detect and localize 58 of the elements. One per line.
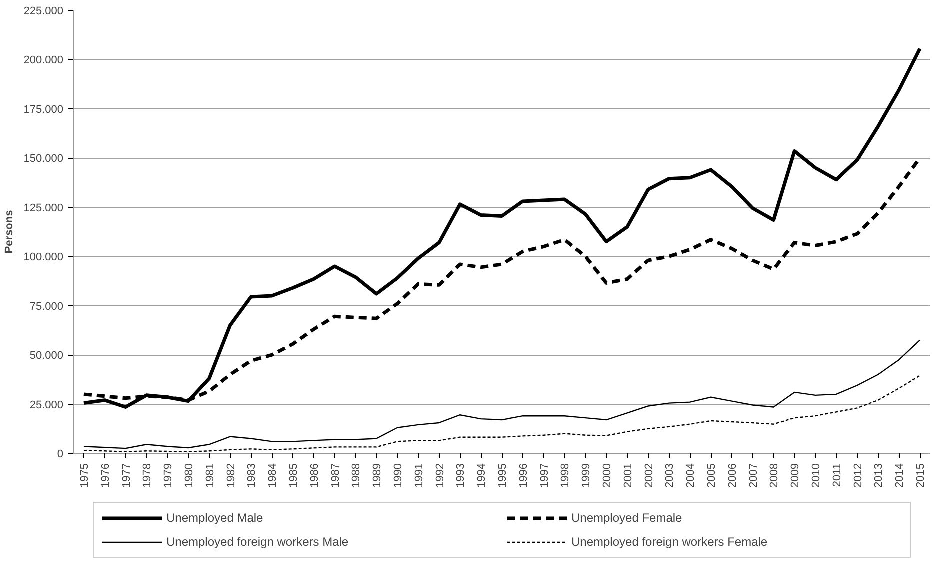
line-series bbox=[83, 340, 921, 450]
legend-label: Unemployed Male bbox=[166, 511, 264, 525]
legend-label: Unemployed foreign workers Male bbox=[166, 535, 350, 549]
x-tick-label: 1986 bbox=[308, 463, 321, 488]
y-tick-label: 150.000 bbox=[24, 153, 64, 166]
x-tick-label: 1987 bbox=[330, 463, 342, 488]
x-tick-label: 1976 bbox=[100, 463, 112, 488]
x-tick-label: 1979 bbox=[162, 463, 175, 488]
x-tick-label: 1998 bbox=[560, 463, 572, 488]
x-tick-label: 1999 bbox=[580, 463, 593, 488]
y-tick-label: 200.000 bbox=[24, 54, 64, 67]
x-tick-label: 2012 bbox=[852, 463, 864, 488]
x-tick-label: 2005 bbox=[706, 463, 718, 488]
x-tick-label: 1992 bbox=[434, 463, 446, 488]
x-tick-label: 1991 bbox=[413, 463, 426, 488]
x-tick-label: 1988 bbox=[350, 463, 363, 488]
y-tick-label: 75.000 bbox=[30, 300, 64, 313]
x-tick-label: 2003 bbox=[664, 463, 676, 488]
x-tick-label: 1990 bbox=[392, 463, 404, 488]
y-axis-title: Persons bbox=[4, 210, 16, 254]
x-tick-label: 2013 bbox=[873, 463, 886, 488]
y-tick-label: 125.000 bbox=[24, 202, 64, 214]
x-tick-label: 2015 bbox=[915, 463, 928, 488]
x-tick-label: 1982 bbox=[225, 463, 238, 488]
line-series bbox=[82, 47, 922, 409]
x-tick-label: 1975 bbox=[78, 463, 91, 488]
x-tick-label: 1993 bbox=[455, 463, 468, 488]
y-tick-label: 0 bbox=[57, 448, 64, 460]
y-tick-label: 100.000 bbox=[24, 252, 64, 264]
x-tick-label: 1983 bbox=[246, 463, 258, 488]
x-tick-label: 2008 bbox=[768, 463, 781, 488]
x-tick-label: 2002 bbox=[643, 463, 656, 488]
x-tick-label: 2009 bbox=[790, 463, 802, 488]
x-tick-label: 1977 bbox=[120, 463, 133, 488]
x-tick-label: 1994 bbox=[476, 463, 488, 488]
x-tick-label: 2006 bbox=[726, 463, 739, 488]
x-tick-label: 1996 bbox=[518, 463, 530, 488]
x-tick-label: 2000 bbox=[602, 463, 614, 488]
x-tick-label: 2007 bbox=[748, 463, 760, 488]
x-tick-label: 1984 bbox=[267, 463, 280, 488]
x-tick-label: 2010 bbox=[810, 463, 823, 488]
x-tick-label: 2001 bbox=[622, 463, 634, 488]
y-tick-label: 50.000 bbox=[30, 350, 64, 362]
y-tick-label: 25.000 bbox=[30, 399, 64, 412]
x-tick-label: 1989 bbox=[372, 463, 384, 488]
x-tick-label: 1997 bbox=[538, 463, 551, 488]
y-tick-label: 225.000 bbox=[24, 6, 64, 18]
x-tick-label: 2004 bbox=[685, 463, 698, 488]
x-tick-label: 2014 bbox=[894, 463, 906, 488]
x-tick-label: 1980 bbox=[183, 463, 196, 488]
x-tick-label: 1995 bbox=[497, 463, 509, 488]
x-tick-label: 2011 bbox=[831, 464, 844, 488]
x-tick-label: 1978 bbox=[142, 463, 154, 488]
y-tick-label: 175.000 bbox=[24, 104, 64, 116]
legend-label: Unemployed Female bbox=[572, 511, 684, 525]
x-tick-label: 1981 bbox=[204, 463, 216, 488]
x-tick-label: 1985 bbox=[288, 463, 300, 488]
legend-label: Unemployed foreign workers Female bbox=[572, 535, 769, 549]
